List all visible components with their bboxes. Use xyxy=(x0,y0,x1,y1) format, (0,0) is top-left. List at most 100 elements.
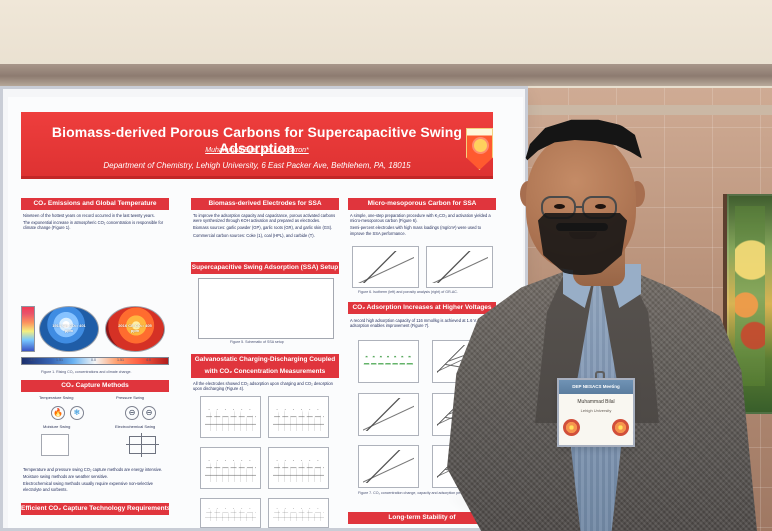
charging-chart-4 xyxy=(268,447,329,489)
micro-mesoporous-bullet-1: A simple, one-step preparation procedure… xyxy=(350,213,491,224)
globe-1-label: 1914 CE CO₂: 401 ppm xyxy=(52,323,86,333)
poster-department: Department of Chemistry, Lehigh Universi… xyxy=(103,161,411,170)
poster-banner: Biomass-derived Porous Carbons for Super… xyxy=(21,112,493,179)
section-heading-higher-voltages: CO₂ Adsorption Increases at Higher Volta… xyxy=(348,302,496,314)
earth-map-globe-2: 2016 CE CO₂: 405 ppm xyxy=(105,306,165,352)
poster-authors: Muhammad Bilal, Kai Landskron* xyxy=(205,147,309,154)
figure-6-caption: Figure 6. Isotherm (left) and porosity a… xyxy=(358,290,458,294)
charging-chart-3 xyxy=(200,447,261,489)
pressure-swing-label: Pressure Swing xyxy=(116,395,145,400)
ssa-setup-diagram xyxy=(198,278,334,339)
poster-middle-column: Biomass-derived Electrodes for SSA To im… xyxy=(191,198,339,528)
poster-left-column: CO₂ Emissions and Global Temperature Nin… xyxy=(21,198,169,528)
temperature-color-scale xyxy=(21,357,169,365)
isotherm-chart xyxy=(352,246,419,288)
scale-value-1: -4.0 xyxy=(29,358,36,362)
emissions-bullets: Nineteen of the hottest years on record … xyxy=(23,213,169,233)
section-heading-capture-methods: CO₂ Capture Methods xyxy=(21,380,169,392)
electrodes-bullet-3: Commercial carbon sources: Coke (1), coa… xyxy=(193,232,315,238)
badge-clip xyxy=(595,371,605,384)
scale-value-4: 1.51 xyxy=(117,358,124,362)
snowflake-icon: ❄ xyxy=(70,406,84,420)
capture-method-bullet-3: Electrochemical swing methods usually re… xyxy=(23,481,153,492)
electrodes-bullets: To improve the adsorption capacity and c… xyxy=(193,213,339,240)
higher-voltage-bullets: A record high adsorption capacity of 116… xyxy=(350,318,496,330)
capture-methods-bullets: Temperature and pressure swing CO₂ captu… xyxy=(23,467,169,494)
section-heading-galvanostatic: Galvanostatic Charging-Discharging Coupl… xyxy=(191,354,339,378)
figure-5-caption: Figure 5. Schematic of SSA setup xyxy=(230,340,284,344)
poster-right-column: Micro-mesoporous Carbon for SSA A simple… xyxy=(348,198,519,528)
charging-wave-4 xyxy=(273,459,324,482)
scale-value-3: 0.0 xyxy=(91,358,96,362)
electrodes-bullet-2: Biomass sources: garlic powder (GP), gar… xyxy=(193,225,333,231)
electrodes-bullet-1: To improve the adsorption capacity and c… xyxy=(193,213,336,224)
poster-board: Biomass-derived Porous Carbons for Super… xyxy=(0,86,528,531)
charging-wave-6 xyxy=(273,508,324,521)
badge-logo-right xyxy=(612,419,629,436)
scale-value-2: 1.51 xyxy=(56,358,63,362)
temperature-swing-label: Temperature Swing xyxy=(39,395,74,400)
wall-molding xyxy=(0,64,772,86)
micro-mesoporous-bullets: A simple, one-step preparation procedure… xyxy=(350,213,496,238)
badge-name: Muhammad Bilal xyxy=(577,399,615,405)
galvanostatic-bullets: All the electrodes showed CO₂ adsorption… xyxy=(193,381,339,393)
badge-event: DEP NESACS Meeting xyxy=(559,380,633,394)
isotherm-line xyxy=(357,251,414,283)
charging-wave-1 xyxy=(205,408,256,431)
temperature-scale-bar xyxy=(21,306,35,352)
globe-2-label: 2016 CE CO₂: 405 ppm xyxy=(118,323,152,333)
section-heading-ssa-setup: Supercapacitive Swing Adsorption (SSA) S… xyxy=(191,262,339,274)
left-eye xyxy=(554,204,565,209)
charging-wave-2 xyxy=(273,408,324,431)
poster-title: Biomass-derived Porous Carbons for Super… xyxy=(51,124,463,156)
earth-map-globe-1: 1914 CE CO₂: 401 ppm xyxy=(39,306,99,352)
electrochemical-swing-label: Electrochemical Swing xyxy=(115,424,156,429)
charging-wave-5 xyxy=(205,508,256,521)
voltage-chart-3 xyxy=(358,393,419,436)
wall-art xyxy=(723,194,772,414)
section-heading-micro-mesoporous: Micro-mesoporous Carbon for SSA xyxy=(348,198,496,210)
charging-chart-6 xyxy=(268,498,329,528)
badge-school: Lehigh University xyxy=(580,408,612,413)
research-poster: Biomass-derived Porous Carbons for Super… xyxy=(8,97,523,528)
flame-icon: 🔥 xyxy=(51,406,65,420)
voltage-chart-1 xyxy=(358,340,419,383)
charging-chart-1 xyxy=(200,396,261,438)
voltage-plot-3 xyxy=(363,398,414,431)
charging-chart-5 xyxy=(200,498,261,528)
voltage-wave-1 xyxy=(363,352,414,376)
micro-mesoporous-bullet-2: Semi-percent electrodes with high mass l… xyxy=(350,225,482,236)
section-heading-emissions: CO₂ Emissions and Global Temperature xyxy=(21,198,169,210)
porosity-chart xyxy=(426,246,493,288)
pressure-gauge-icon: ⊖ xyxy=(125,406,139,420)
section-heading-technology-requirements: Efficient CO₂ Capture Technology Require… xyxy=(21,503,169,515)
voltage-plot-5 xyxy=(363,450,414,483)
moisture-swing-diagram xyxy=(41,434,69,456)
figure-1-caption: Figure 1. Rising CO₂ concentrations and … xyxy=(41,370,132,374)
pressure-gauge-icon-2: ⊖ xyxy=(142,406,156,420)
capture-method-bullet-2: Moisture swing methods are weather sensi… xyxy=(23,474,109,480)
porosity-line xyxy=(431,251,488,283)
charging-chart-2 xyxy=(268,396,329,438)
emissions-bullet-2: The exponential increase in atmospheric … xyxy=(23,220,164,231)
wall-trim xyxy=(528,105,772,115)
wall-art-painting xyxy=(735,206,765,386)
scale-value-5: 4.0 xyxy=(146,358,151,362)
glasses-bridge xyxy=(575,206,583,208)
voltage-chart-5 xyxy=(358,445,419,488)
capture-method-bullet-1: Temperature and pressure swing CO₂ captu… xyxy=(23,467,163,472)
charging-wave-3 xyxy=(205,459,256,482)
galvanostatic-bullet-1: All the electrodes showed CO₂ adsorption… xyxy=(193,381,333,392)
section-heading-electrodes: Biomass-derived Electrodes for SSA xyxy=(191,198,339,210)
name-badge: DEP NESACS Meeting Muhammad Bilal Lehigh… xyxy=(557,378,635,447)
presenter-person xyxy=(447,112,772,531)
right-eye xyxy=(595,204,606,209)
badge-logo-left xyxy=(563,419,580,436)
emissions-bullet-1: Nineteen of the hottest years on record … xyxy=(23,213,155,218)
figure-7-caption: Figure 7. CO₂ concentration change, capa… xyxy=(358,491,519,495)
section-heading-long-term-stability: Long-term Stability of xyxy=(348,512,496,524)
electrochemical-circuit-icon xyxy=(126,433,159,457)
moisture-swing-label: Moisture Swing xyxy=(43,424,71,429)
higher-voltage-bullet-1: A record high adsorption capacity of 116… xyxy=(350,318,496,329)
